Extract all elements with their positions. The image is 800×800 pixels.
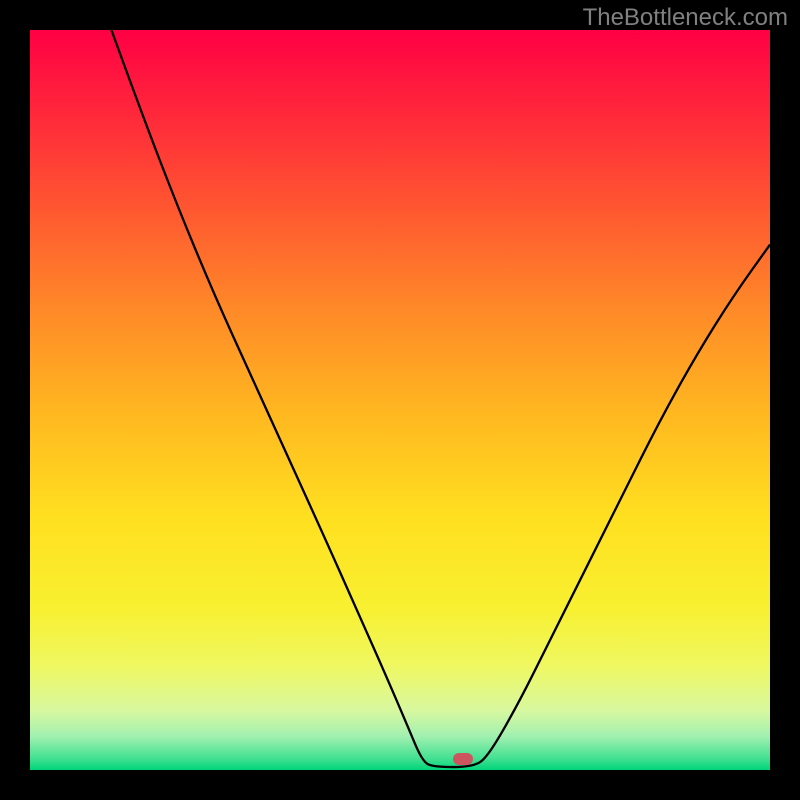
bottleneck-curve [30,30,770,770]
watermark-text: TheBottleneck.com [583,4,788,32]
bottleneck-marker [453,753,473,765]
figure-root: TheBottleneck.com [0,0,800,800]
curve-path [111,30,770,767]
plot-area [30,30,770,770]
